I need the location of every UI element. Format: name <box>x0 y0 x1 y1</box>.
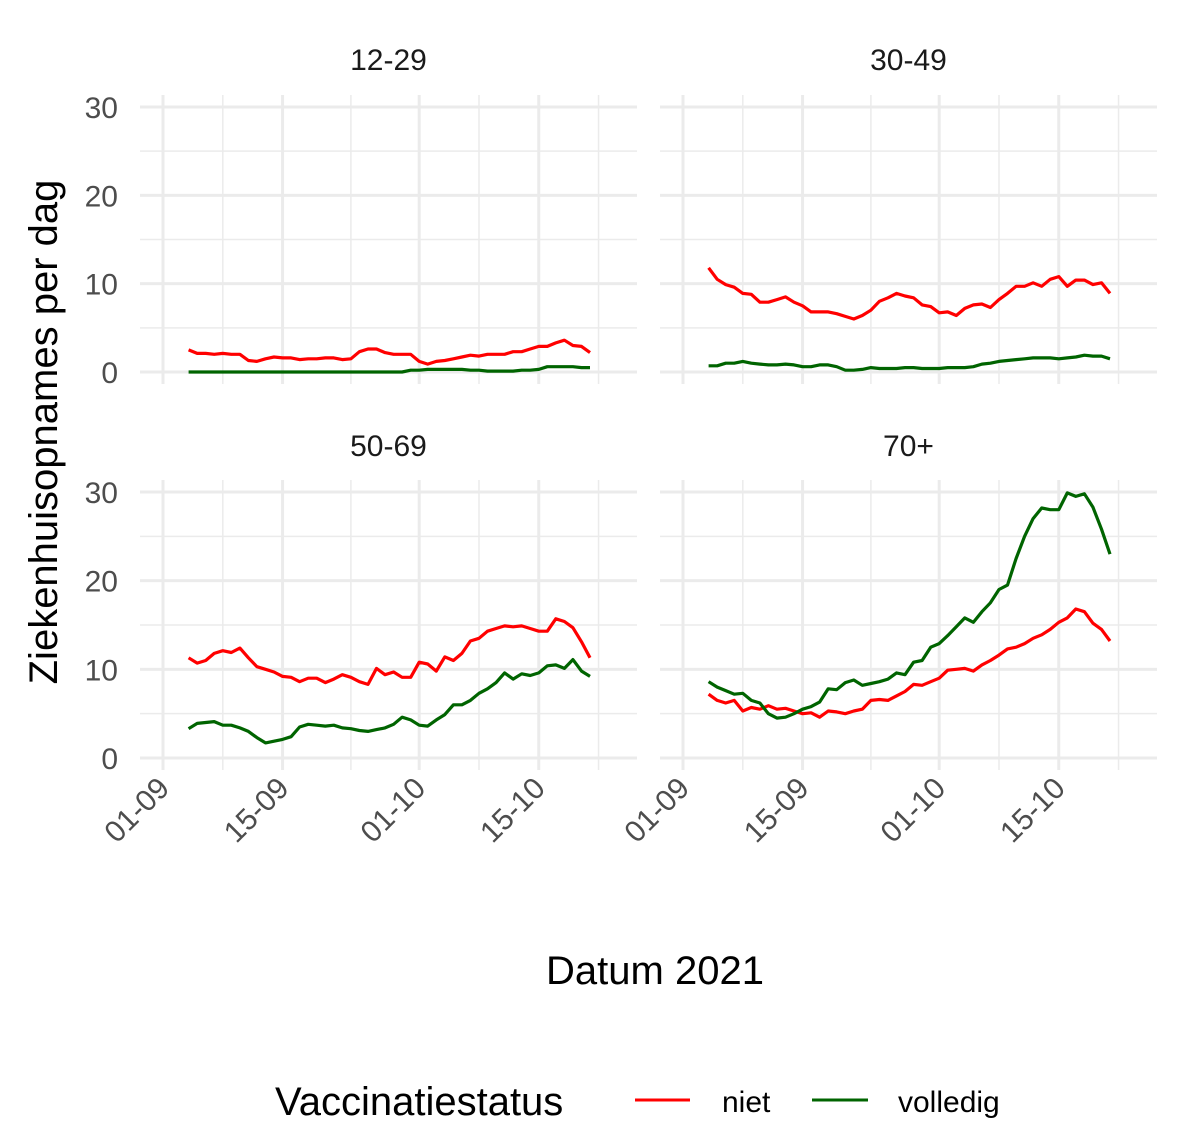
x-tick-label: 15-09 <box>218 772 296 850</box>
series-line-niet <box>707 607 1112 719</box>
x-tick-label: 15-10 <box>994 772 1072 850</box>
y-axis-title: Ziekenhuisopnames per dag <box>22 180 66 685</box>
series-line-volledig <box>187 657 591 745</box>
legend: Vaccinatiestatus niet volledig <box>275 1080 1000 1124</box>
series-line-niet <box>187 338 591 366</box>
series-line-niet <box>707 266 1112 321</box>
facet-70+: 70+ 01-09 15-09 01-10 15-10 <box>618 430 1157 849</box>
x-tick-label: 01-10 <box>875 772 953 850</box>
y-tick-label: 0 <box>101 357 118 390</box>
series-line-volledig <box>707 491 1112 720</box>
series-line-niet <box>187 617 592 687</box>
y-tick-label: 30 <box>85 92 118 125</box>
facet-12-29: 12-29 0 10 20 30 <box>85 44 637 390</box>
facet-50-69: 50-69 0 10 20 30 01-09 15-09 01-10 15-10 <box>85 430 637 849</box>
y-tick-label: 30 <box>85 477 118 510</box>
x-axis-title: Datum 2021 <box>546 949 764 993</box>
facet-title: 12-29 <box>350 44 427 77</box>
legend-label-niet: niet <box>722 1086 771 1119</box>
x-tick-label: 15-09 <box>738 772 816 850</box>
series-line-volledig <box>188 365 590 374</box>
facet-30-49: 30-49 <box>660 44 1157 384</box>
legend-label-volledig: volledig <box>898 1086 1000 1119</box>
x-tick-label: 15-10 <box>474 772 552 850</box>
facet-title: 70+ <box>883 430 934 463</box>
facet-title: 50-69 <box>350 430 427 463</box>
series-line-volledig <box>708 353 1111 372</box>
y-tick-label: 20 <box>85 566 118 599</box>
y-tick-label: 20 <box>85 180 118 213</box>
facet-title: 30-49 <box>870 44 947 77</box>
legend-title: Vaccinatiestatus <box>275 1080 563 1124</box>
x-tick-label: 01-10 <box>355 772 433 850</box>
y-tick-label: 10 <box>85 269 118 302</box>
x-tick-label: 01-09 <box>618 772 696 850</box>
y-tick-label: 10 <box>85 654 118 687</box>
x-tick-label: 01-09 <box>98 772 176 850</box>
y-tick-label: 0 <box>101 743 118 776</box>
